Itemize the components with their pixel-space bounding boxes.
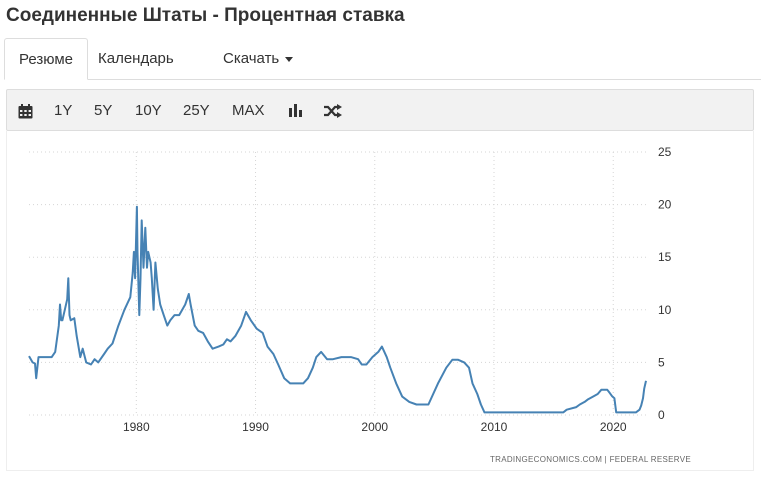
- y-tick-label: 10: [658, 303, 672, 317]
- tab-bar: Резюме Календарь Скачать: [4, 38, 761, 80]
- tab-summary-label: Резюме: [19, 51, 73, 68]
- y-tick-label: 0: [658, 408, 665, 422]
- range-max-button[interactable]: MAX: [232, 102, 265, 119]
- tab-calendar-label: Календарь: [98, 50, 174, 67]
- tab-calendar[interactable]: Календарь: [84, 38, 188, 80]
- bar-chart-icon[interactable]: [283, 90, 307, 132]
- x-tick-label: 2020: [600, 420, 627, 434]
- x-tick-label: 1990: [242, 420, 269, 434]
- x-tick-label: 2000: [361, 420, 388, 434]
- range-5y-button[interactable]: 5Y: [94, 102, 113, 119]
- range-1y-button[interactable]: 1Y: [54, 102, 73, 119]
- chart-toolbar: 1Y 5Y 10Y 25Y MAX: [6, 89, 754, 131]
- page-title: Соединенные Штаты - Процентная ставка: [6, 5, 405, 26]
- tab-download[interactable]: Скачать: [209, 38, 307, 80]
- x-tick-label: 2010: [481, 420, 508, 434]
- series-line: [28, 205, 647, 414]
- tab-summary[interactable]: Резюме: [4, 38, 88, 80]
- y-tick-label: 15: [658, 250, 672, 264]
- caret-down-icon: [285, 56, 294, 62]
- source-label: TRADINGECONOMICS.COM | FEDERAL RESERVE: [490, 455, 691, 464]
- calendar-icon[interactable]: [13, 90, 37, 132]
- interest-rate-chart: 0 5 10 15 20 25 1980 1990 2000 2010 2020 TRADINGE…: [28, 145, 691, 464]
- tab-download-label: Скачать: [223, 50, 280, 67]
- chart-area: 0 5 10 15 20 25 1980 1990 2000 2010 2020 TRADINGE…: [6, 131, 754, 471]
- y-tick-label: 5: [658, 355, 665, 369]
- x-tick-label: 1980: [123, 420, 150, 434]
- range-25y-button[interactable]: 25Y: [183, 102, 210, 119]
- y-tick-label: 20: [658, 198, 672, 212]
- y-tick-label: 25: [658, 145, 672, 159]
- range-10y-button[interactable]: 10Y: [135, 102, 162, 119]
- shuffle-icon[interactable]: [321, 90, 345, 132]
